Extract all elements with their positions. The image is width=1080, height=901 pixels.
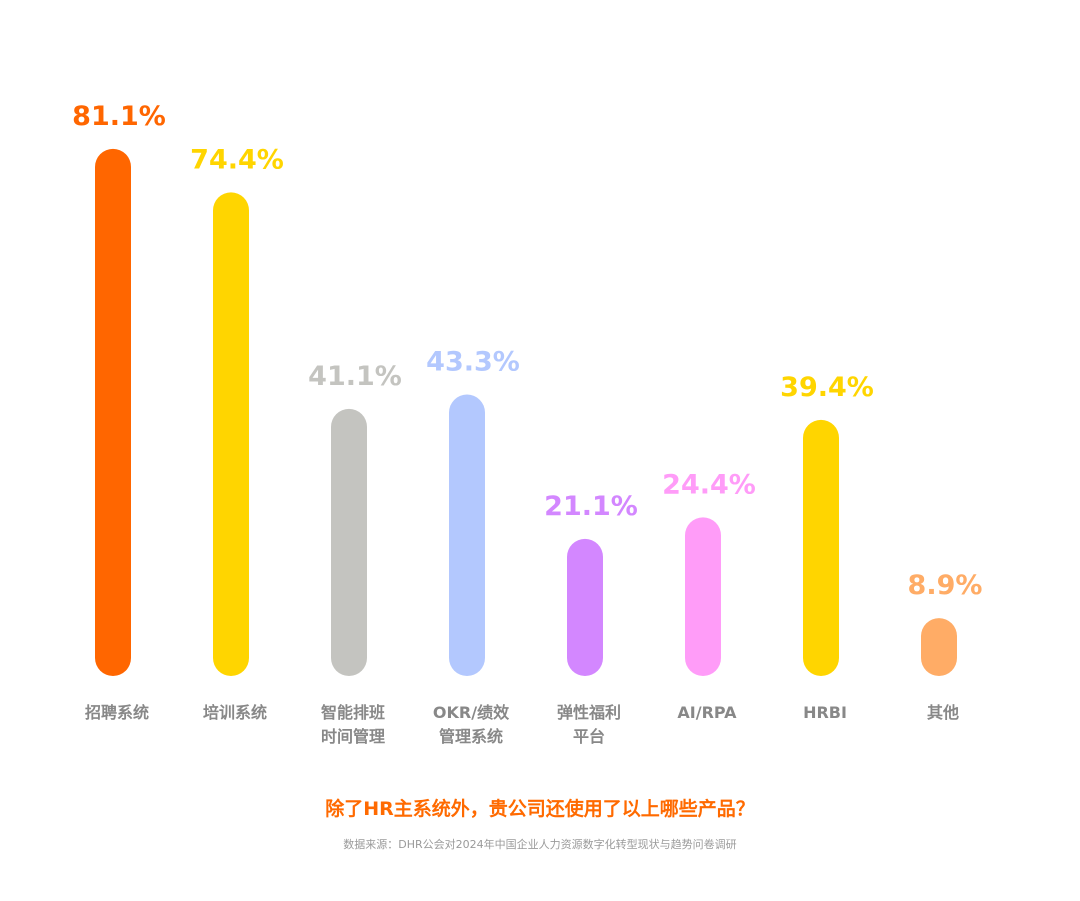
category-label-4: OKR/绩效管理系统 bbox=[433, 703, 509, 746]
bar-1 bbox=[95, 148, 131, 677]
bar-7 bbox=[803, 419, 839, 676]
value-label-3: 41.1% bbox=[308, 361, 402, 392]
value-label-2: 74.4% bbox=[190, 144, 284, 175]
category-label-8: 其他 bbox=[927, 703, 959, 722]
value-label-5: 21.1% bbox=[544, 491, 638, 522]
category-label-1: 招聘系统 bbox=[85, 703, 149, 722]
category-label-5: 弹性福利平台 bbox=[557, 703, 621, 746]
bar-3 bbox=[331, 408, 367, 676]
value-label-6: 24.4% bbox=[662, 469, 756, 500]
category-label-7: HRBI bbox=[803, 703, 847, 722]
bar-6 bbox=[685, 517, 721, 676]
chart-question-title: 除了HR主系统外，贵公司还使用了以上哪些产品？ bbox=[325, 798, 755, 820]
category-label-2: 培训系统 bbox=[203, 703, 267, 722]
bar-4 bbox=[449, 394, 485, 676]
bar-5 bbox=[567, 538, 603, 676]
value-label-7: 39.4% bbox=[780, 372, 874, 403]
value-label-4: 43.3% bbox=[426, 347, 520, 378]
category-label-3: 智能排班时间管理 bbox=[321, 703, 385, 746]
value-label-1: 81.1% bbox=[72, 101, 166, 132]
category-label-6: AI/RPA bbox=[677, 703, 737, 722]
data-source-note: 数据来源：DHR公会对2024年中国企业人力资源数字化转型现状与趋势问卷调研 bbox=[343, 838, 737, 851]
bar-2 bbox=[213, 192, 249, 676]
bar-8 bbox=[921, 618, 957, 676]
value-label-8: 8.9% bbox=[908, 570, 983, 601]
